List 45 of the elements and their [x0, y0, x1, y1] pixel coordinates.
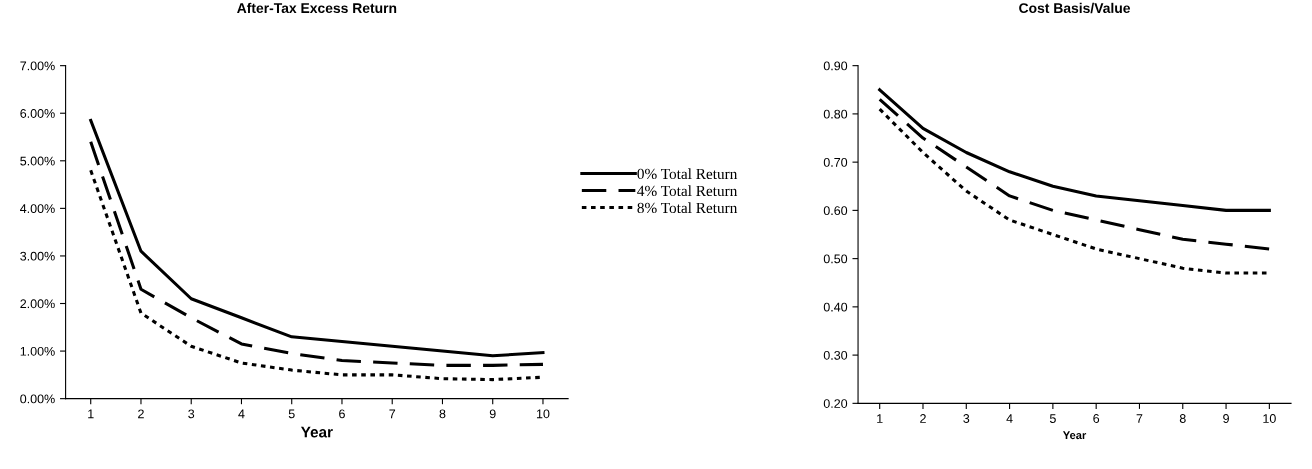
x-tick-label: 9: [489, 409, 496, 419]
x-tick-label: 5: [288, 409, 295, 419]
x-tick-label: 1: [877, 414, 883, 423]
x-tick-label: 2: [920, 414, 926, 423]
x-tick-label: 6: [339, 409, 345, 419]
x-tick-label: 10: [1263, 414, 1276, 423]
x-tick-label: 3: [188, 409, 195, 419]
legend-label: 0% Total Return: [637, 168, 738, 180]
y-tick-label: 0.60: [823, 206, 848, 216]
line-series: [878, 88, 1271, 212]
y-tick-label: 0.00%: [20, 394, 55, 404]
legend-label: 8% Total Return: [637, 202, 738, 214]
x-tick-label: 5: [1049, 414, 1056, 423]
y-tick-label: 0.70: [823, 157, 848, 167]
x-tick-label: 4: [1006, 414, 1013, 423]
y-tick-label: 0.20: [823, 399, 848, 408]
y-tick-label: 0.90: [823, 61, 848, 71]
y-tick-label: 0.80: [823, 109, 848, 119]
x-tick-label: 8: [1179, 414, 1186, 423]
x-tick-label: 2: [138, 409, 144, 419]
x-tick-label: 7: [1136, 414, 1143, 423]
y-tick-label: 0.50: [823, 254, 848, 264]
x-tick-label: 1: [88, 409, 94, 419]
y-tick-label: 6.00%: [20, 109, 55, 118]
x-tick-label: 7: [389, 409, 396, 419]
y-tick-label: 5.00%: [20, 156, 55, 166]
x-axis-title: Year: [1062, 431, 1087, 440]
y-tick-label: 0.30: [823, 350, 848, 360]
x-axis-title: Year: [300, 426, 333, 438]
legend-label: 4% Total Return: [637, 185, 738, 197]
line-series: [878, 97, 1271, 251]
y-tick-label: 2.00%: [20, 299, 55, 309]
y-tick-label: 3.00%: [20, 251, 55, 261]
x-tick-label: 4: [238, 409, 245, 419]
y-tick-label: 7.00%: [20, 61, 55, 71]
chart-title: Cost Basis/Value: [1019, 2, 1131, 14]
y-tick-label: 0.40: [823, 302, 848, 312]
x-tick-label: 3: [963, 414, 970, 423]
x-tick-label: 6: [1093, 414, 1100, 423]
chart-title: After-Tax Excess Return: [237, 2, 397, 14]
x-tick-label: 9: [1223, 414, 1229, 423]
x-tick-label: 10: [536, 409, 550, 419]
y-tick-label: 4.00%: [20, 204, 55, 214]
x-tick-label: 8: [439, 409, 446, 419]
y-tick-label: 1.00%: [20, 346, 55, 356]
